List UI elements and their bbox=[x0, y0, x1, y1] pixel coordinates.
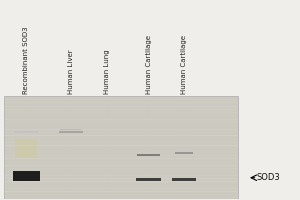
Text: SOD3: SOD3 bbox=[256, 173, 280, 182]
Bar bbox=[4, 155, 238, 156]
Bar bbox=[4, 129, 238, 130]
Bar bbox=[4, 152, 238, 153]
Text: Human Cartilage: Human Cartilage bbox=[146, 35, 152, 94]
Bar bbox=[4, 119, 238, 120]
Bar bbox=[59, 131, 83, 133]
Bar bbox=[4, 145, 238, 146]
Bar bbox=[4, 178, 238, 179]
Bar bbox=[4, 142, 238, 143]
Bar bbox=[4, 158, 238, 159]
Bar bbox=[15, 139, 37, 158]
Bar bbox=[4, 181, 238, 182]
Text: Recombinant SOD3: Recombinant SOD3 bbox=[23, 26, 29, 94]
Bar bbox=[4, 191, 238, 192]
Bar bbox=[14, 131, 38, 133]
Bar bbox=[4, 188, 238, 189]
Bar bbox=[4, 132, 238, 133]
Bar bbox=[136, 178, 161, 181]
Text: Human Cartilage: Human Cartilage bbox=[181, 35, 187, 94]
Bar bbox=[60, 129, 81, 130]
Bar bbox=[4, 102, 238, 103]
Bar bbox=[176, 152, 193, 154]
Bar bbox=[4, 122, 238, 123]
Bar bbox=[4, 99, 238, 100]
Bar bbox=[4, 175, 238, 176]
Bar bbox=[4, 96, 238, 199]
Bar bbox=[172, 178, 196, 181]
Bar bbox=[137, 154, 160, 156]
Bar bbox=[4, 168, 238, 169]
Bar bbox=[4, 135, 238, 136]
Bar bbox=[13, 171, 40, 181]
Bar bbox=[4, 106, 238, 107]
Text: Human Lung: Human Lung bbox=[104, 49, 110, 94]
Bar bbox=[4, 112, 238, 113]
Bar bbox=[4, 109, 238, 110]
Text: Human Liver: Human Liver bbox=[68, 49, 74, 94]
Bar bbox=[4, 165, 238, 166]
